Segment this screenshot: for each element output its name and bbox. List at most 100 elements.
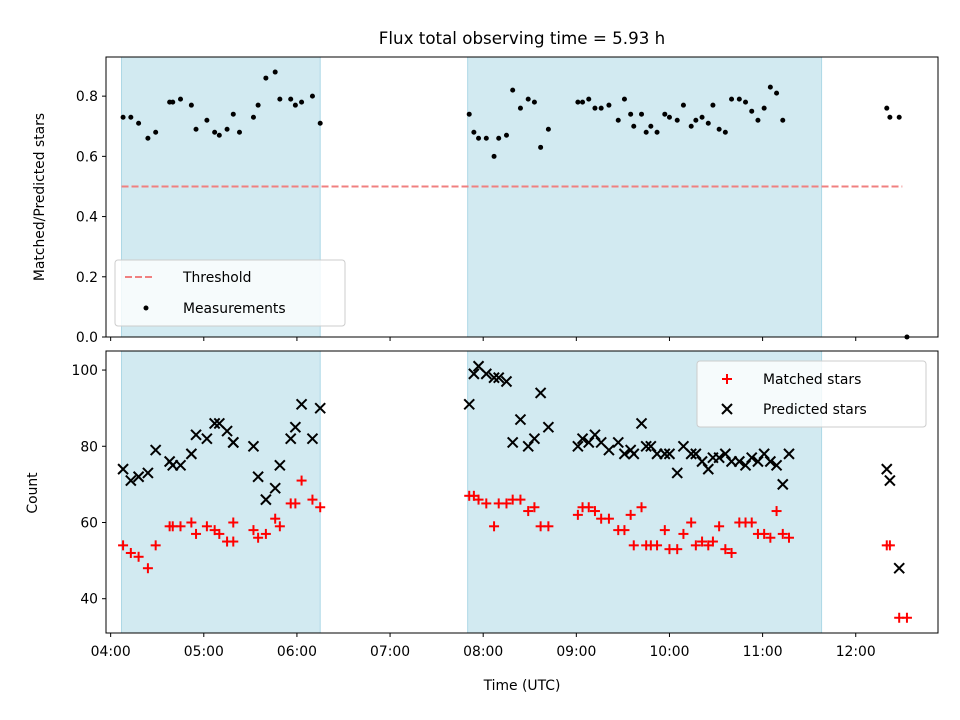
measurement-point [145, 135, 151, 141]
measurement-point [188, 102, 194, 108]
measurement-point [317, 120, 323, 126]
matched-star-point [270, 513, 281, 524]
predicted-star-point [893, 562, 905, 574]
matched-star-point [690, 540, 701, 551]
count-x-tick-label: 09:00 [556, 644, 596, 660]
predicted-star-point [764, 455, 777, 468]
matched-star-point [777, 528, 788, 539]
predicted-star-point [572, 440, 584, 452]
measurement-point [491, 153, 497, 159]
count-x-tick-label: 10:00 [649, 644, 689, 660]
count-panel: 40 60 80 100 04:00 05:00 06:00 07:00 08:00 09:00… [25, 350, 939, 694]
predicted-star-point [227, 436, 239, 449]
predicted-star-point [117, 463, 129, 475]
matched-star-point [625, 509, 636, 520]
chart-title: Flux total observing time = 5.93 h [379, 28, 665, 48]
count-x-tick-label: 12:00 [836, 644, 876, 660]
measurement-point [736, 96, 742, 102]
measurement-point [887, 114, 893, 120]
measurement-point [896, 114, 902, 120]
count-y-axis: 40 60 80 100 [71, 363, 106, 608]
matched-star-point [274, 521, 285, 532]
matched-star-point [529, 502, 540, 513]
measurement-point [884, 105, 890, 111]
predicted-star-point [628, 448, 640, 460]
matched-star-point [473, 494, 484, 505]
ratio-x-ticks [110, 337, 857, 341]
measurement-point [639, 111, 645, 117]
ratio-y-tick-label: 0.2 [76, 270, 98, 286]
measurement-points [120, 69, 910, 340]
ratio-y-tick-label: 0.6 [76, 149, 98, 165]
matched-star-point [783, 532, 794, 543]
matched-star-point [175, 521, 186, 532]
predicted-star-point [221, 425, 233, 437]
count-x-tick-label: 07:00 [370, 644, 410, 660]
measurement-point [767, 84, 773, 90]
measurement-point [674, 117, 680, 123]
predicted-star-point [612, 436, 624, 449]
observing-window-2 [467, 56, 823, 338]
predicted-star-point [777, 478, 789, 491]
matched-star-point [543, 521, 554, 532]
measurement-point [654, 129, 660, 135]
count-plot-frame [105, 350, 939, 634]
matched-star-point [628, 540, 639, 551]
matched-star-point [248, 525, 259, 536]
matched-star-point [619, 525, 630, 536]
matched-star-point [572, 509, 583, 520]
measurements-legend-swatch [143, 305, 149, 311]
ratio-y-label: Matched/Predicted stars [32, 113, 48, 281]
measurement-point [531, 99, 537, 105]
matched-star-point [214, 528, 225, 539]
matched-star-point [296, 475, 307, 486]
matched-star-point [726, 547, 737, 558]
ratio-panel: 0.00.20.40.60.8 Matched/Predicted stars … [32, 56, 939, 346]
ratio-y-tick-label: 0.0 [76, 330, 98, 346]
predicted-star-point [663, 448, 676, 460]
ratio-y-tick-label: 0.4 [76, 210, 98, 226]
measurement-point [224, 126, 230, 132]
matched-star-point [315, 502, 326, 513]
predicted-star-point [468, 368, 480, 380]
predicted-star-point [713, 451, 725, 464]
measurement-point [575, 99, 581, 105]
measurement-point [503, 132, 509, 138]
predicted-star-point [295, 398, 308, 411]
predicted-star-point [314, 402, 326, 414]
measurement-point [699, 114, 705, 120]
matched-star-point [714, 521, 725, 532]
predicted-star-point [603, 444, 615, 456]
matched-star-point [589, 506, 600, 517]
matched-star-point [583, 502, 594, 513]
count-y-tick-label: 60 [80, 515, 98, 531]
matched-star-point [771, 506, 782, 517]
matched-stars-points [118, 475, 912, 623]
predicted-star-point [514, 413, 527, 426]
measurement-point [178, 96, 184, 102]
measurement-point [292, 102, 298, 108]
predicted-star-point [201, 432, 213, 445]
matched-star-point [515, 494, 526, 505]
measurements-legend-label: Measurements [183, 301, 286, 317]
matched-star-point [501, 498, 512, 509]
count-y-label: Count [25, 472, 41, 514]
predicted-star-point [480, 368, 493, 380]
predicted-star-point [208, 417, 221, 430]
count-x-tick-label: 11:00 [743, 644, 783, 660]
ratio-y-axis: 0.0 0.2 0.4 0.6 0.8 [76, 89, 106, 346]
predicted-star-point [685, 448, 697, 460]
measurement-point [693, 117, 699, 123]
predicted-star-point [576, 432, 589, 445]
count-y-tick-label: 100 [71, 363, 98, 379]
measurement-point [615, 117, 621, 123]
ratio-shaded-intervals [121, 56, 823, 338]
ratio-y-tick-label: 0.8 [76, 89, 98, 105]
matched-star-point [759, 528, 770, 539]
measurement-point [263, 75, 269, 81]
predicted-star-point [125, 474, 137, 487]
matched-star-point [228, 536, 239, 547]
measurement-point [212, 129, 218, 135]
measurement-point [774, 90, 780, 96]
